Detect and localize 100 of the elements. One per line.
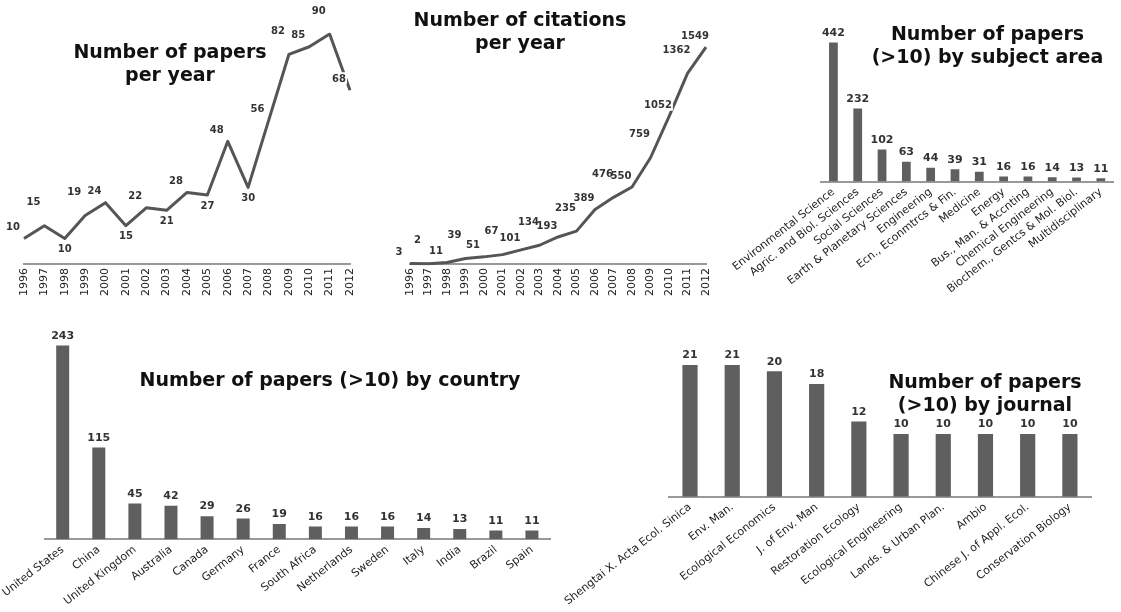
bar	[893, 434, 909, 497]
data-label: 10	[893, 417, 910, 431]
x-tick-label: 2012	[342, 268, 356, 297]
data-label: 115	[87, 430, 111, 444]
x-tick-label: 1996	[402, 268, 416, 297]
data-label: 10	[1062, 417, 1078, 431]
bar	[164, 505, 178, 540]
bar	[308, 526, 322, 540]
data-label: 16	[995, 159, 1012, 173]
data-label: 13	[452, 512, 468, 526]
x-tick-label: 2003	[532, 268, 546, 297]
data-label: 759	[629, 128, 650, 140]
x-tick-label: 2003	[159, 268, 173, 297]
data-label: 51	[466, 239, 480, 251]
x-tick-label: 1996	[16, 268, 30, 297]
data-label: 1549	[681, 29, 709, 41]
data-label: 67	[484, 225, 499, 237]
data-label: 26	[235, 501, 252, 515]
x-tick-label: 1997	[421, 268, 435, 297]
data-label: 232	[846, 91, 870, 105]
x-tick-label: 2007	[240, 268, 254, 297]
data-label: 18	[808, 367, 825, 381]
x-tick-label: 1998	[439, 268, 453, 297]
bar	[453, 528, 467, 540]
x-tick-label: 2001	[495, 268, 509, 297]
data-label: 42	[163, 489, 179, 503]
bar	[724, 365, 740, 497]
data-label: 134	[518, 215, 539, 227]
data-label: 21	[724, 348, 740, 362]
data-label: 11	[429, 245, 443, 257]
x-tick-label: 2005	[200, 268, 214, 297]
data-label: 15	[118, 230, 133, 242]
data-label: 389	[573, 192, 595, 204]
chart-title: Number of papers (>10) by subject area	[870, 22, 1105, 68]
data-label: 82	[270, 25, 285, 37]
data-label: 27	[200, 199, 215, 211]
data-label: 243	[51, 328, 75, 342]
data-label: 15	[26, 196, 41, 208]
data-label: 48	[209, 123, 224, 135]
x-tick-label: 2002	[139, 268, 153, 297]
data-label: 39	[947, 152, 963, 166]
bar	[236, 518, 250, 540]
data-label: 13	[1068, 160, 1085, 174]
bar	[489, 530, 503, 540]
x-tick-label: 2009	[643, 268, 657, 297]
data-label: 63	[898, 145, 915, 159]
data-label: 24	[87, 185, 102, 197]
data-label: 10	[1020, 417, 1036, 431]
data-label: 19	[271, 507, 287, 521]
data-label: 44	[923, 151, 939, 165]
data-label: 16	[379, 509, 396, 523]
x-tick-label: 2000	[98, 268, 112, 297]
data-label: 16	[1020, 159, 1036, 173]
data-label: 21	[159, 214, 174, 226]
bar	[809, 383, 825, 497]
data-label: 3	[395, 246, 403, 258]
data-label: 2	[414, 234, 422, 246]
data-label: 30	[241, 191, 256, 203]
data-label: 10	[935, 417, 952, 431]
bar	[200, 516, 214, 540]
x-tick-label: 2006	[587, 268, 601, 297]
x-tick-label: 1997	[37, 268, 51, 297]
data-label: 29	[199, 499, 215, 513]
text: Number of papers per year	[72, 40, 268, 86]
x-tick-label: 2010	[302, 268, 316, 297]
data-label: 14	[1044, 160, 1061, 174]
x-tick-label: 2007	[606, 268, 620, 297]
bar	[128, 503, 142, 540]
data-label: 16	[307, 509, 324, 523]
data-label: 39	[447, 229, 462, 241]
data-label: 68	[332, 72, 346, 84]
bar	[901, 161, 911, 182]
data-label: 56	[250, 103, 265, 115]
data-label: 11	[488, 513, 504, 527]
x-tick-label: 2008	[624, 268, 638, 297]
x-tick-label: 2008	[261, 268, 275, 297]
x-tick-label: 2002	[513, 268, 527, 297]
data-label: 11	[524, 513, 540, 527]
x-tick-label: 1998	[57, 268, 71, 297]
x-tick-label: 2009	[281, 268, 295, 297]
data-label: 1052	[644, 99, 672, 111]
data-label: 21	[682, 348, 698, 362]
bar	[851, 421, 867, 497]
bar	[381, 526, 395, 540]
data-label: 11	[1093, 161, 1109, 175]
x-tick-label: 2010	[661, 268, 675, 297]
x-tick-label: 2011	[322, 268, 336, 297]
text: Number of papers (>10) by country	[138, 368, 522, 391]
bar	[766, 371, 783, 497]
data-label: 20	[766, 354, 783, 368]
x-tick-label: 2012	[698, 268, 712, 297]
data-label: 12	[851, 404, 867, 418]
data-label: 19	[67, 186, 82, 198]
bar	[92, 447, 106, 540]
data-label: 101	[499, 232, 521, 244]
data-label: 28	[169, 175, 183, 187]
x-tick-label: 2004	[179, 268, 193, 297]
bar	[1020, 434, 1036, 497]
bar	[974, 171, 984, 182]
data-label: 10	[977, 417, 994, 431]
